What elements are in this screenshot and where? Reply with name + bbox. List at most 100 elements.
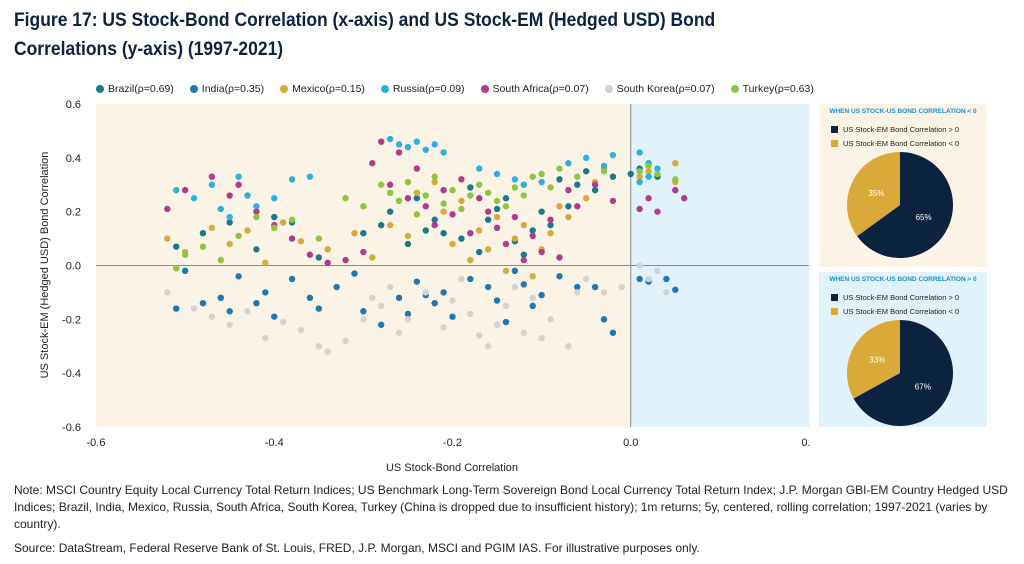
data-point	[467, 230, 474, 237]
data-point	[431, 216, 438, 223]
data-point	[181, 251, 189, 258]
data-point	[556, 254, 563, 261]
data-point	[342, 337, 349, 345]
data-point	[672, 160, 679, 167]
data-point	[199, 230, 207, 237]
data-point	[413, 211, 421, 218]
data-point	[440, 230, 447, 237]
legend-item: South Africa(ρ=0.07)	[480, 83, 589, 95]
data-point	[645, 168, 652, 175]
data-point	[609, 197, 617, 205]
data-point	[181, 267, 189, 275]
data-point	[199, 299, 207, 307]
data-point	[502, 195, 510, 202]
data-point	[618, 283, 626, 291]
data-point	[582, 154, 590, 162]
data-point	[244, 192, 251, 199]
data-point	[672, 186, 679, 194]
data-point	[636, 149, 643, 156]
legend-marker	[96, 85, 104, 93]
data-point	[288, 275, 296, 283]
data-point	[574, 181, 581, 188]
data-point	[226, 240, 233, 248]
data-point	[600, 162, 608, 170]
data-point	[467, 192, 474, 199]
data-point	[547, 216, 554, 223]
data-point	[511, 283, 519, 291]
data-point	[476, 227, 483, 234]
data-point	[395, 141, 403, 148]
data-point	[235, 181, 242, 188]
data-point	[297, 326, 305, 334]
data-point	[520, 221, 527, 229]
data-point	[181, 186, 189, 194]
data-point	[449, 297, 456, 304]
legend-label: Turkey(ρ=0.63)	[742, 83, 814, 95]
data-point	[360, 230, 367, 237]
data-point	[654, 165, 661, 172]
data-point	[217, 256, 224, 264]
legend-marker	[604, 85, 613, 93]
data-point	[565, 186, 572, 194]
legend-label: Mexico(ρ=0.15)	[292, 83, 365, 95]
data-point	[547, 316, 554, 323]
chart-legend: Brazil(ρ=0.69) India(ρ=0.35) Mexico(ρ=0.15…	[96, 81, 830, 97]
data-point	[484, 246, 492, 253]
data-point	[271, 313, 278, 320]
data-point	[591, 283, 599, 291]
data-point	[404, 195, 412, 202]
pie-legend-item: US Stock-EM Bond Correlation < 0	[831, 139, 959, 148]
data-point	[262, 289, 269, 296]
data-point	[360, 203, 367, 210]
data-point	[279, 318, 287, 326]
data-point	[315, 343, 323, 350]
data-point	[324, 259, 331, 267]
legend-label: India(ρ=0.35)	[201, 83, 265, 95]
data-point	[431, 221, 438, 229]
pie-slice-label: 65%	[916, 213, 932, 222]
data-point	[458, 205, 465, 213]
data-point	[315, 305, 323, 312]
data-point	[386, 208, 394, 215]
data-point	[369, 294, 376, 301]
data-point	[556, 203, 563, 210]
data-point	[449, 186, 456, 194]
data-point	[511, 235, 519, 242]
data-point	[431, 173, 438, 180]
data-point	[244, 227, 251, 234]
data-point	[663, 275, 670, 283]
data-point	[672, 286, 679, 293]
data-point	[529, 273, 536, 280]
data-point	[164, 289, 171, 296]
data-point	[386, 189, 394, 197]
data-point	[404, 316, 412, 323]
data-point	[538, 248, 545, 256]
data-point	[538, 334, 545, 342]
legend-swatch	[831, 140, 838, 147]
data-point	[476, 181, 483, 188]
data-point	[208, 313, 216, 320]
pie-slice	[847, 152, 900, 237]
data-point	[538, 178, 545, 186]
data-point	[529, 302, 536, 310]
data-point	[681, 195, 688, 202]
data-point	[600, 168, 608, 175]
data-point	[520, 251, 527, 258]
data-point	[645, 162, 652, 170]
data-point	[315, 235, 323, 242]
data-point	[235, 232, 242, 240]
data-point	[636, 262, 643, 269]
data-point	[458, 275, 465, 283]
data-point	[315, 254, 323, 261]
data-point	[520, 281, 527, 288]
data-point	[574, 203, 581, 210]
pie-title: WHEN US STOCK-US BOND CORRELATION > 0	[829, 276, 977, 283]
legend-marker	[480, 85, 489, 93]
data-point	[565, 343, 572, 350]
legend-swatch	[831, 308, 838, 315]
data-point	[627, 170, 634, 178]
data-point	[440, 324, 447, 331]
chart-source: Source: DataStream, Federal Reserve Bank…	[14, 541, 700, 555]
data-point	[476, 195, 483, 202]
pie-legend-label: US Stock-EM Bond Correlation > 0	[843, 125, 960, 134]
